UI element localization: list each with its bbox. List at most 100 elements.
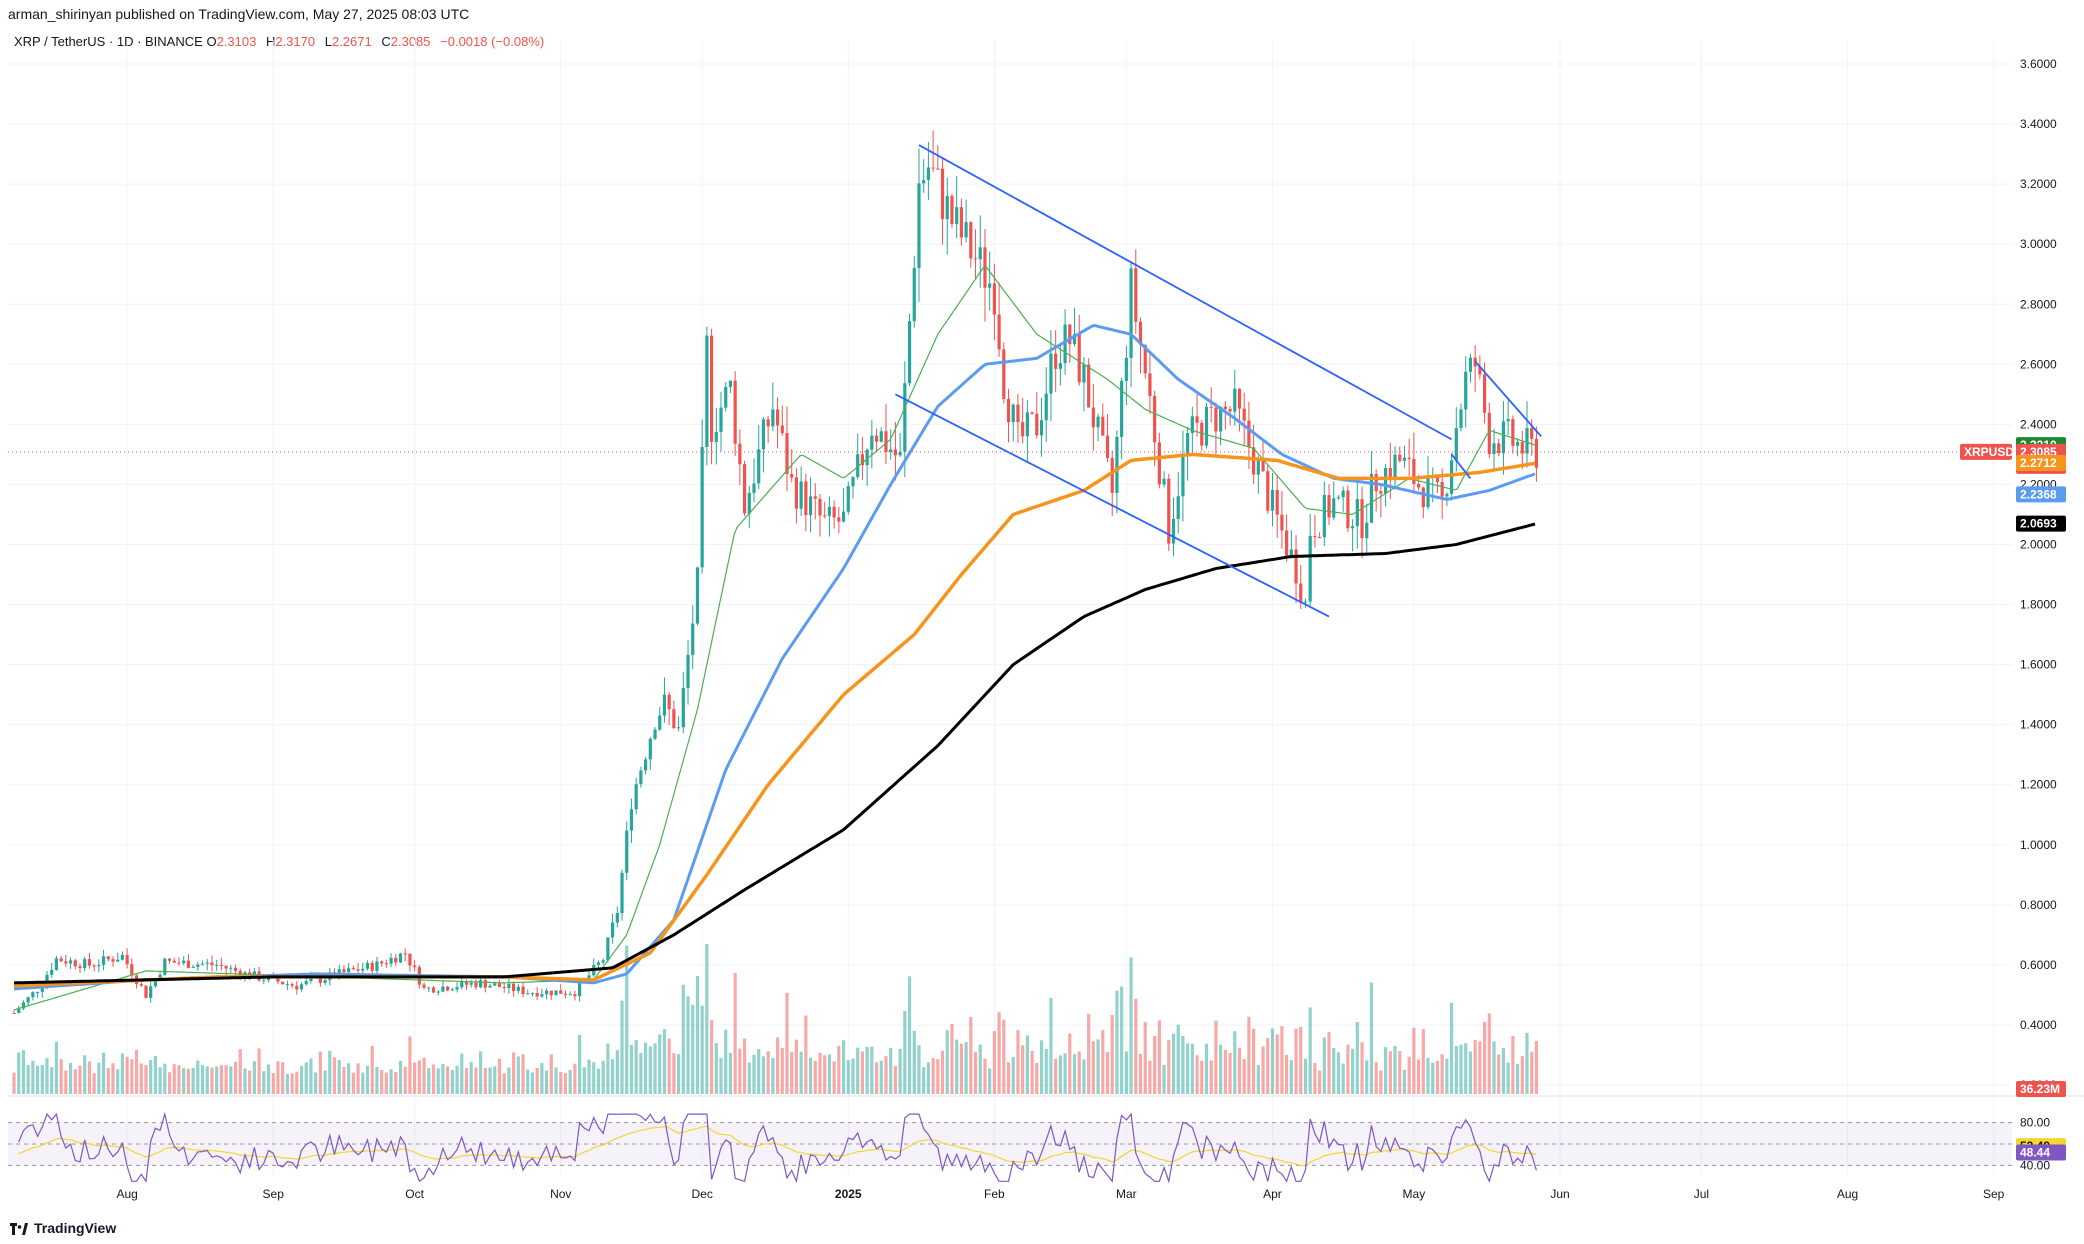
candle-body[interactable] bbox=[1011, 404, 1015, 423]
candle-body[interactable] bbox=[54, 958, 59, 970]
candle-body[interactable] bbox=[285, 984, 289, 986]
candle-body[interactable] bbox=[1256, 460, 1260, 475]
candle-body[interactable] bbox=[1096, 416, 1100, 428]
candlesticks[interactable] bbox=[12, 130, 1539, 1014]
candle-body[interactable] bbox=[502, 987, 506, 989]
candle-body[interactable] bbox=[568, 994, 572, 996]
candle-body[interactable] bbox=[149, 986, 153, 998]
candle-body[interactable] bbox=[1327, 495, 1331, 518]
candle-body[interactable] bbox=[931, 167, 935, 169]
symbol-name[interactable]: XRP / TetherUS · 1D · BINANCE bbox=[14, 34, 203, 49]
candle-body[interactable] bbox=[705, 335, 709, 447]
candle-body[interactable] bbox=[1280, 514, 1284, 531]
candle-body[interactable] bbox=[1369, 474, 1374, 523]
trendline-3[interactable] bbox=[1450, 453, 1472, 479]
candle-body[interactable] bbox=[1068, 324, 1072, 345]
candle-body[interactable] bbox=[1530, 428, 1534, 439]
candle-body[interactable] bbox=[455, 987, 459, 990]
candle-body[interactable] bbox=[841, 511, 846, 522]
candle-body[interactable] bbox=[1016, 404, 1020, 423]
candle-body[interactable] bbox=[629, 809, 634, 831]
candle-body[interactable] bbox=[1285, 530, 1289, 556]
candle-body[interactable] bbox=[1228, 408, 1232, 412]
candle-body[interactable] bbox=[785, 432, 789, 475]
candle-body[interactable] bbox=[101, 956, 106, 965]
candle-body[interactable] bbox=[262, 980, 266, 982]
candle-body[interactable] bbox=[1289, 549, 1293, 556]
candle-body[interactable] bbox=[493, 983, 497, 986]
candle-body[interactable] bbox=[804, 481, 808, 516]
candle-body[interactable] bbox=[757, 449, 761, 484]
candle-body[interactable] bbox=[893, 449, 898, 456]
candle-body[interactable] bbox=[191, 966, 195, 968]
candle-body[interactable] bbox=[450, 989, 454, 991]
candle-body[interactable] bbox=[125, 954, 129, 965]
candle-body[interactable] bbox=[1030, 412, 1034, 414]
candle-body[interactable] bbox=[837, 517, 841, 522]
candle-body[interactable] bbox=[182, 960, 186, 964]
candle-body[interactable] bbox=[1459, 409, 1463, 428]
candle-body[interactable] bbox=[351, 968, 355, 970]
candle-body[interactable] bbox=[295, 985, 299, 990]
candle-body[interactable] bbox=[1247, 420, 1251, 448]
candle-body[interactable] bbox=[1200, 422, 1204, 446]
candle-body[interactable] bbox=[436, 991, 440, 993]
candle-body[interactable] bbox=[554, 990, 558, 996]
candle-body[interactable] bbox=[832, 506, 836, 518]
candle-body[interactable] bbox=[1308, 536, 1312, 602]
candle-body[interactable] bbox=[116, 959, 120, 962]
candle-body[interactable] bbox=[281, 981, 285, 985]
candle-body[interactable] bbox=[1025, 412, 1029, 437]
candle-body[interactable] bbox=[163, 958, 167, 975]
candle-body[interactable] bbox=[1171, 518, 1176, 544]
candle-body[interactable] bbox=[1525, 428, 1529, 454]
candle-body[interactable] bbox=[1511, 419, 1515, 446]
candle-body[interactable] bbox=[1204, 406, 1209, 446]
candle-body[interactable] bbox=[177, 962, 181, 964]
candle-body[interactable] bbox=[1072, 333, 1077, 345]
candle-body[interactable] bbox=[120, 954, 125, 960]
candle-body[interactable] bbox=[1134, 268, 1138, 322]
candle-body[interactable] bbox=[413, 965, 417, 968]
candle-body[interactable] bbox=[1124, 357, 1128, 381]
candle-body[interactable] bbox=[1416, 484, 1421, 488]
candle-body[interactable] bbox=[398, 953, 403, 963]
candle-body[interactable] bbox=[898, 451, 902, 456]
candle-body[interactable] bbox=[611, 922, 615, 938]
candle-body[interactable] bbox=[1091, 407, 1095, 428]
candle-body[interactable] bbox=[507, 983, 511, 989]
candle-body[interactable] bbox=[1252, 447, 1256, 475]
candle-body[interactable] bbox=[1006, 399, 1011, 423]
candle-body[interactable] bbox=[1237, 388, 1242, 409]
candle-body[interactable] bbox=[662, 694, 667, 716]
candle-body[interactable] bbox=[903, 383, 907, 452]
candle-body[interactable] bbox=[1219, 406, 1223, 432]
candle-body[interactable] bbox=[1336, 497, 1341, 499]
candle-body[interactable] bbox=[1379, 491, 1383, 494]
candle-body[interactable] bbox=[1002, 349, 1006, 400]
candle-body[interactable] bbox=[1101, 416, 1105, 436]
candle-body[interactable] bbox=[695, 567, 700, 624]
candle-body[interactable] bbox=[497, 983, 502, 988]
candle-body[interactable] bbox=[1383, 467, 1388, 494]
candle-body[interactable] bbox=[408, 953, 412, 966]
candle-body[interactable] bbox=[1242, 408, 1246, 421]
candle-body[interactable] bbox=[1454, 427, 1458, 461]
candle-body[interactable] bbox=[686, 654, 690, 689]
candle-body[interactable] bbox=[625, 830, 629, 873]
candle-body[interactable] bbox=[1515, 442, 1520, 446]
candle-body[interactable] bbox=[1129, 268, 1133, 358]
candle-body[interactable] bbox=[172, 960, 176, 963]
candle-body[interactable] bbox=[992, 283, 996, 315]
candle-body[interactable] bbox=[365, 962, 370, 969]
candle-body[interactable] bbox=[559, 990, 563, 994]
candle-body[interactable] bbox=[545, 990, 549, 995]
candle-body[interactable] bbox=[427, 987, 431, 989]
candle-body[interactable] bbox=[1365, 522, 1369, 539]
trendlines[interactable] bbox=[8, 144, 2012, 618]
candle-body[interactable] bbox=[790, 474, 794, 478]
candle-body[interactable] bbox=[1393, 454, 1397, 481]
candle-body[interactable] bbox=[1049, 353, 1053, 394]
price-axis[interactable]: 3.6000 3.4000 3.2000 3.0000 2.8000 2.6000 2.40… bbox=[2020, 57, 2057, 1092]
symbol-legend[interactable]: XRP / TetherUS · 1D · BINANCE O2.3103 H2… bbox=[14, 34, 550, 49]
